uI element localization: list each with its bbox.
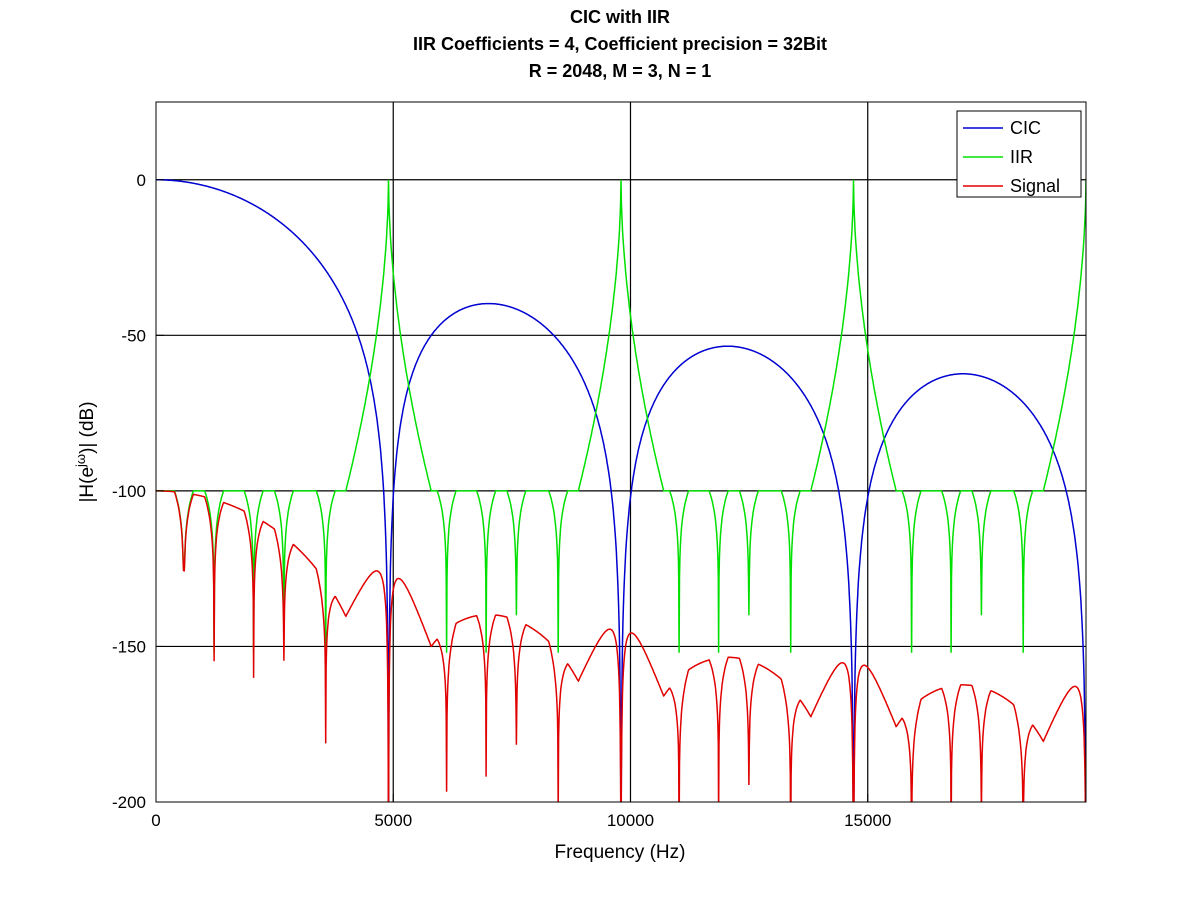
legend-box [956, 110, 1082, 198]
axes-box [155, 101, 1087, 803]
x-axis-label: Frequency (Hz) [555, 842, 686, 863]
legend: CIC IIR Signal [956, 110, 1082, 198]
chart-title-line-2: IIR Coefficients = 4, Coefficient precis… [413, 34, 827, 54]
y-axis-label-tail: )| (dB) [77, 401, 98, 453]
legend-label-signal: Signal [1010, 176, 1060, 196]
y-tick-label: -100 [112, 482, 146, 501]
y-axis-label-main: |H(e [77, 467, 98, 503]
y-tick-label: 0 [137, 171, 146, 190]
x-tick-label: 5000 [374, 811, 412, 830]
y-tick-label: -50 [121, 326, 146, 345]
chart-title-line-1: CIC with IIR [570, 7, 670, 27]
y-tick-label: -200 [112, 793, 146, 812]
series-line-cic [156, 179, 1086, 802]
x-tick-label: 15000 [844, 811, 891, 830]
y-axis-label: |H(ejω)| (dB) [73, 401, 98, 502]
x-tick-label: 0 [151, 811, 160, 830]
series-layer [156, 179, 1086, 802]
legend-label-cic: CIC [1010, 118, 1041, 138]
x-tick-label: 10000 [607, 811, 654, 830]
series-line-signal [156, 490, 1086, 802]
series-line-iir [156, 179, 1086, 653]
y-tick-label: -150 [112, 637, 146, 656]
legend-label-iir: IIR [1010, 147, 1033, 167]
y-axis-label-sup: jω [73, 454, 88, 468]
chart-title-line-3: R = 2048, M = 3, N = 1 [529, 61, 712, 81]
tick-layer: 0 5000 10000 15000 0 -50 -100 -150 -200 [112, 171, 891, 830]
